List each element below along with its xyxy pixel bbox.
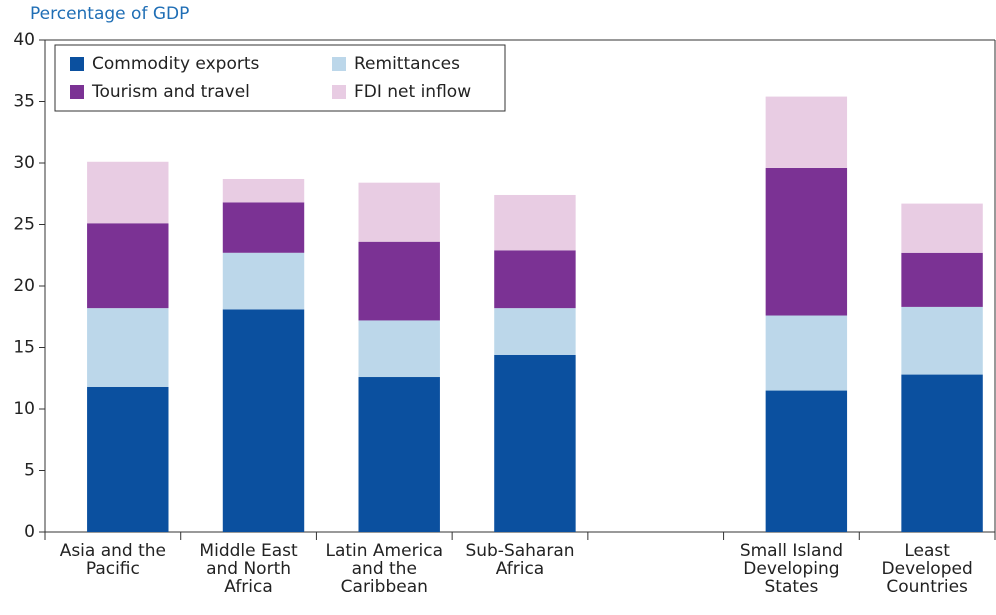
- x-tick-label: Asia and the Pacific: [59, 541, 167, 579]
- legend-swatch: [332, 85, 346, 99]
- legend-swatch: [70, 57, 84, 71]
- x-tick-label: Latin America and the Caribbean: [325, 541, 444, 597]
- bar-segment: [358, 320, 440, 378]
- legend-box: [54, 44, 506, 112]
- bar-segment: [222, 252, 305, 310]
- y-axis-label: Percentage of GDP: [30, 4, 189, 24]
- bar-segment: [358, 377, 440, 532]
- y-tick-label: 35: [13, 92, 35, 112]
- legend-label: FDI net inflow: [354, 82, 471, 102]
- legend-label: Tourism and travel: [91, 82, 250, 102]
- x-tick-label: Small Island Developing States: [739, 541, 844, 597]
- y-tick-label: 0: [24, 522, 35, 542]
- bar-segment: [901, 203, 983, 253]
- bar-segment: [494, 308, 576, 355]
- x-tick-label: Middle East and North Africa: [199, 541, 298, 597]
- y-tick-label: 30: [13, 153, 35, 173]
- bar-segment: [901, 306, 983, 375]
- bar-segment: [494, 250, 576, 309]
- y-tick-label: 15: [13, 338, 35, 358]
- y-tick-label: 40: [13, 30, 35, 50]
- bar-segment: [87, 223, 169, 309]
- bar-segment: [87, 161, 169, 224]
- bar-segment: [765, 315, 848, 391]
- bar-segment: [494, 194, 576, 251]
- legend-swatch: [70, 85, 84, 99]
- bar-segment: [765, 96, 848, 168]
- legend-label: Commodity exports: [92, 54, 260, 74]
- bar-segment: [358, 241, 440, 321]
- bar-segment: [765, 390, 848, 532]
- y-tick-label: 20: [13, 276, 35, 296]
- bar-segment: [494, 354, 576, 532]
- bar-segment: [87, 308, 169, 387]
- bar-segment: [901, 252, 983, 307]
- bar-segment: [222, 202, 305, 253]
- y-tick-label: 5: [24, 461, 35, 481]
- y-tick-label: 25: [13, 215, 35, 235]
- bar-segment: [358, 182, 440, 242]
- y-tick-label: 10: [13, 399, 35, 419]
- x-tick-label: Least Developed Countries: [881, 541, 973, 597]
- legend-label: Remittances: [354, 54, 460, 74]
- legend-swatch: [332, 57, 346, 71]
- bar-segment: [901, 374, 983, 532]
- bar-segment: [222, 178, 305, 203]
- bar-segment: [222, 309, 305, 532]
- bar-segment: [87, 386, 169, 532]
- x-tick-label: Sub-Saharan Africa: [465, 541, 575, 579]
- bar-segment: [765, 167, 848, 316]
